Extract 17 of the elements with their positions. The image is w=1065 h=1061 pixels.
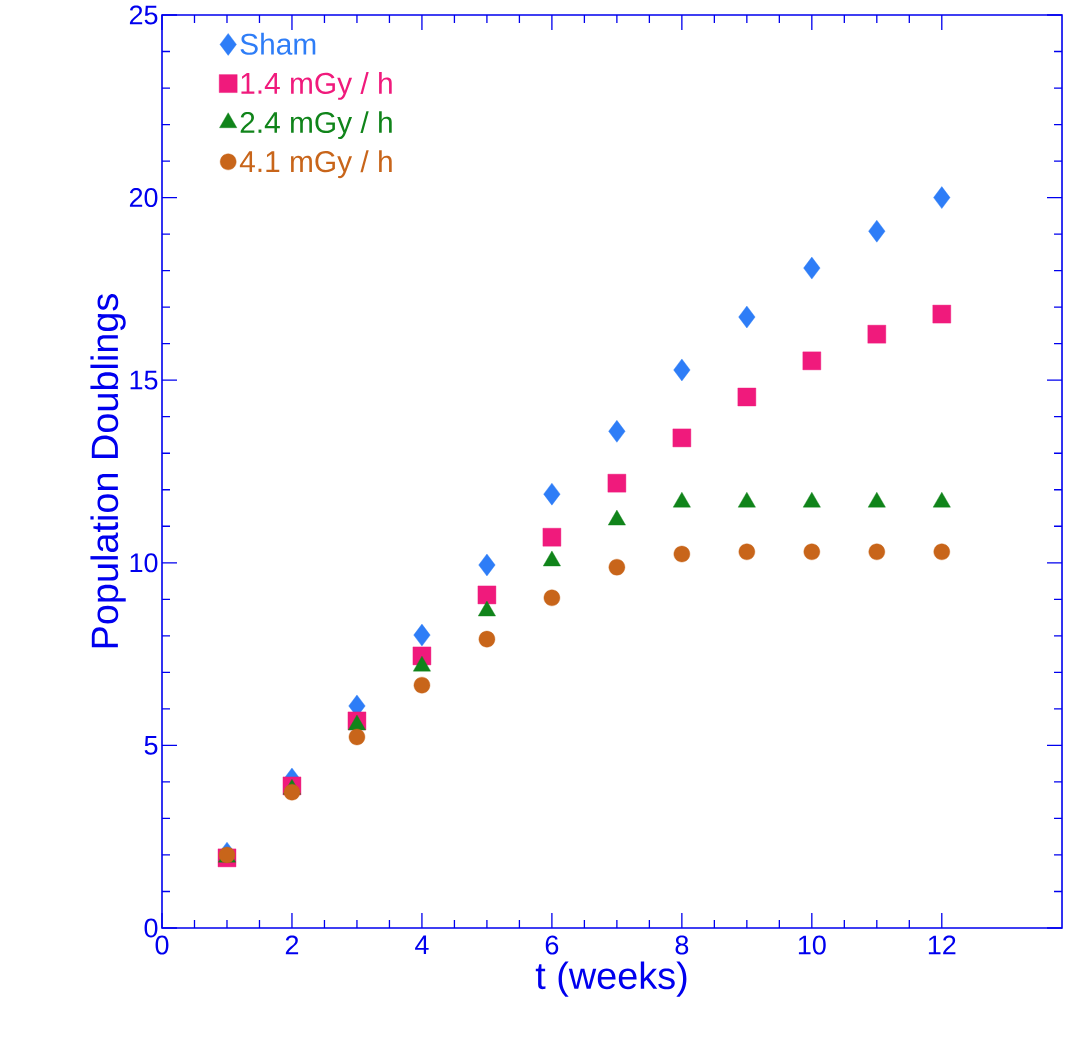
legend-label: 4.1 mGy / h — [239, 150, 392, 179]
legend-label: 2.4 mGy / h — [240, 111, 392, 139]
x-tick-label: 4 — [415, 935, 429, 955]
x-tick-label: 6 — [545, 935, 559, 955]
y-tick-label: 20 — [129, 188, 158, 208]
y-tick-label: 15 — [130, 370, 158, 390]
legend-label: 1.4 mGy / h — [241, 72, 392, 100]
x-tick-label: 10 — [798, 935, 826, 955]
y-tick-label: 5 — [144, 736, 158, 755]
x-tick-label: 8 — [675, 935, 689, 955]
y-axis-title: Population Doublings — [90, 294, 126, 648]
x-tick-label: 2 — [285, 935, 299, 955]
legend-label: Sham — [240, 32, 316, 55]
x-axis-title: t (weeks) — [535, 961, 687, 997]
x-tick-label: 12 — [928, 935, 956, 955]
y-tick-label: 10 — [130, 553, 158, 573]
y-tick-label: 25 — [129, 5, 158, 25]
